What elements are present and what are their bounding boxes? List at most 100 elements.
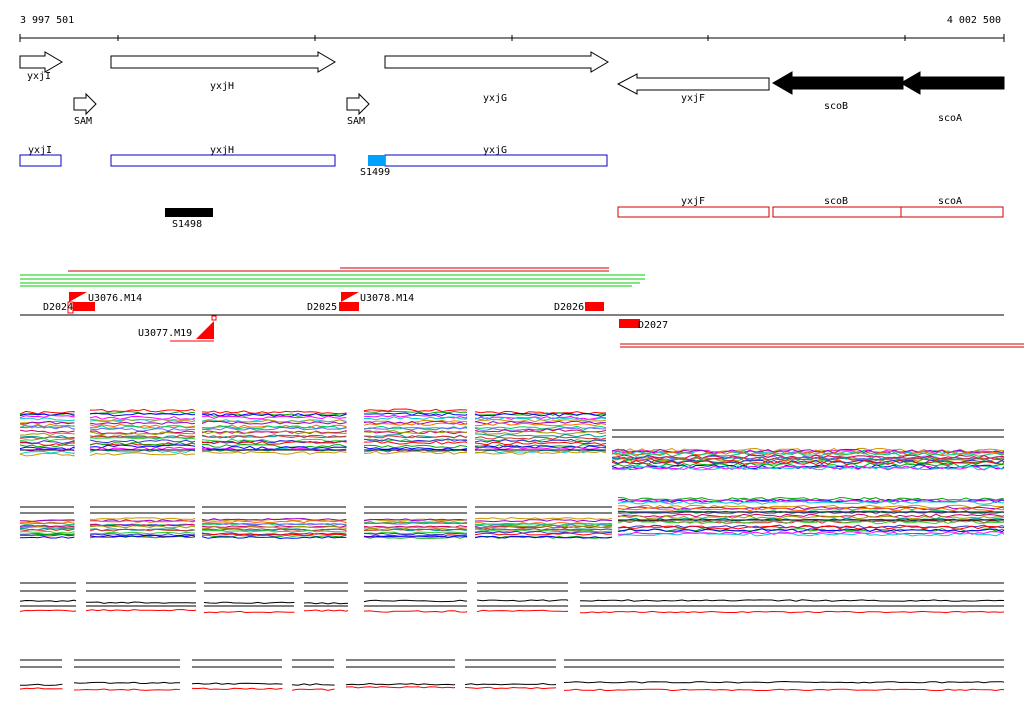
expression-line — [363, 440, 468, 445]
segment-label: S1499 — [360, 167, 390, 178]
svg-text:yxjH: yxjH — [210, 81, 234, 92]
expression-line — [345, 686, 456, 689]
expression-line — [611, 462, 1005, 468]
gene-yxjH[interactable]: yxjH — [110, 51, 336, 92]
expression-line — [476, 609, 569, 613]
gene-annotation-track: yxjI yxjH yxjG yxjF scoB scoA SAM SAM — [19, 51, 1005, 127]
expression-line — [474, 433, 607, 438]
gene-yxjI[interactable]: yxjI — [19, 51, 63, 82]
expression-line — [363, 419, 468, 424]
expression-line — [474, 422, 607, 427]
feature-D2025[interactable] — [339, 302, 359, 311]
expression-line — [474, 524, 613, 528]
feature-U3077.M19[interactable] — [196, 321, 214, 339]
expression-line — [73, 681, 181, 685]
expression-line — [611, 459, 1005, 466]
expression-line — [303, 602, 349, 605]
transcript-scoB[interactable] — [772, 206, 902, 218]
feature-U3076.M14[interactable] — [69, 292, 87, 302]
transcript-scoA[interactable] — [900, 206, 1004, 218]
feature-D2024[interactable] — [73, 302, 95, 311]
segment-S1498[interactable] — [165, 208, 213, 217]
expression-line — [474, 425, 607, 430]
expression-line — [89, 427, 196, 432]
expression-line — [201, 450, 347, 455]
expression-line — [563, 680, 1005, 684]
expression-line — [474, 428, 607, 433]
expression-line — [201, 439, 347, 444]
expression-line — [85, 608, 197, 612]
expression-line — [474, 420, 607, 425]
expression-line — [19, 444, 75, 448]
expression-line — [363, 412, 468, 417]
sam-riboswitch-marker[interactable]: SAM — [73, 92, 97, 127]
expression-line — [201, 522, 347, 526]
expression-line — [474, 532, 613, 536]
expression-line — [89, 517, 196, 520]
expression-line — [19, 533, 75, 537]
expression-line — [474, 418, 607, 423]
expression-line — [363, 438, 468, 442]
expression-line — [617, 498, 1005, 503]
transcript-yxjG[interactable] — [384, 154, 608, 167]
transcript-label: yxjI — [28, 145, 52, 156]
expression-line — [617, 500, 1005, 505]
expression-line — [291, 683, 335, 686]
expression-line — [617, 507, 1005, 512]
expression-line — [89, 421, 196, 425]
expression-line — [474, 529, 613, 533]
expression-line — [201, 420, 347, 425]
feature-label: D2027 — [638, 320, 668, 331]
expression-line — [611, 465, 1005, 471]
coord-start-label: 3 997 501 — [20, 15, 74, 26]
expression-line — [474, 519, 613, 523]
expression-line — [89, 415, 196, 420]
expression-line — [201, 536, 347, 540]
expression-line — [201, 418, 347, 423]
expression-line — [618, 531, 1005, 536]
transcript-yxjF[interactable] — [617, 206, 770, 218]
expression-line — [19, 609, 77, 612]
feature-D2024-edge — [67, 301, 74, 314]
expression-line — [19, 524, 75, 528]
segment-S1499[interactable] — [368, 155, 385, 166]
sam-riboswitch-marker[interactable]: SAM — [346, 92, 370, 127]
expression-line — [474, 450, 607, 455]
transcript-label: yxjF — [681, 196, 705, 207]
gene-scoA[interactable]: scoA — [900, 71, 1005, 124]
expression-line — [579, 599, 1005, 602]
feature-U3078.M14[interactable] — [341, 292, 359, 302]
gene-yxjF[interactable]: yxjF — [616, 73, 770, 104]
feature-D2027[interactable] — [619, 319, 640, 328]
transcript-yxjI[interactable] — [19, 154, 62, 167]
expression-line — [474, 438, 607, 443]
expression-line — [201, 412, 347, 417]
expression-line — [90, 519, 196, 523]
expression-line — [191, 682, 283, 685]
expression-line — [203, 601, 295, 605]
expression-line — [89, 431, 196, 436]
expression-line — [363, 599, 468, 603]
expression-line — [19, 599, 77, 603]
transcript-yxjH[interactable] — [110, 154, 336, 167]
expression-line — [19, 414, 75, 419]
feature-label: D2025 — [307, 302, 337, 313]
expression-line — [363, 416, 468, 421]
gene-scoB[interactable]: scoB — [772, 71, 904, 112]
expression-line — [19, 436, 75, 440]
expression-line — [474, 415, 607, 420]
feature-D2026[interactable] — [585, 302, 604, 311]
expression-line — [89, 523, 196, 527]
svg-text:SAM: SAM — [74, 116, 92, 127]
expression-line — [363, 610, 468, 613]
feature-label: D2024 — [43, 302, 73, 313]
transcript-label: yxjH — [210, 145, 234, 156]
expression-line — [611, 450, 1005, 456]
gene-yxjG[interactable]: yxjG — [384, 51, 609, 104]
expression-line — [363, 438, 468, 443]
expression-line — [363, 444, 468, 449]
expression-line — [617, 496, 1005, 501]
expression-line — [19, 687, 63, 690]
expression-line — [563, 688, 1005, 692]
expression-line — [19, 410, 75, 415]
